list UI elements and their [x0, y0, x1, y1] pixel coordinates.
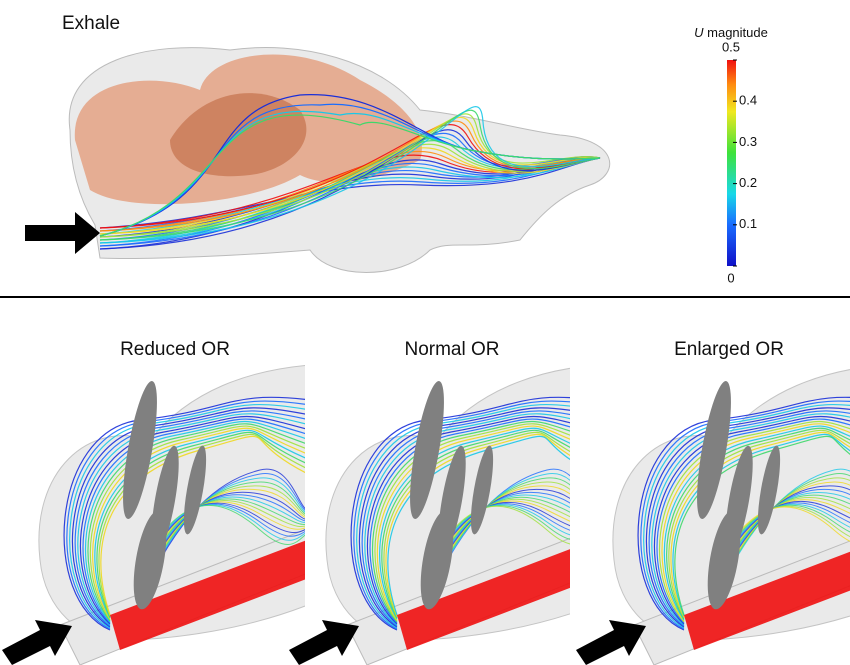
panel-title: Reduced OR — [120, 339, 230, 360]
colorbar-tick-label: 0.1 — [739, 216, 757, 231]
panel-title: Enlarged OR — [674, 339, 784, 360]
colorbar-tick-label: 0.3 — [739, 134, 757, 149]
colorbar-tick-label: 0.4 — [739, 93, 757, 108]
colorbar — [727, 60, 736, 266]
colorbar-label-text: magnitude — [707, 25, 768, 40]
render-panel — [613, 365, 850, 665]
flow-arrow — [576, 620, 646, 665]
colorbar-label: U magnitude — [694, 25, 768, 40]
flow-arrow — [25, 212, 100, 254]
panel-title: Normal OR — [404, 339, 499, 360]
flow-arrow — [2, 620, 72, 665]
flow-arrow — [289, 620, 359, 665]
render-panel — [39, 365, 340, 665]
colorbar-tick-label: 0.2 — [739, 175, 757, 190]
colorbar-tick-label: 0 — [727, 270, 734, 285]
panel-title: Exhale — [62, 13, 120, 34]
render-panel — [326, 365, 627, 665]
figure: Exhale U magnitude 0 0.1 0.2 0.3 0.4 0.5 Redu… — [0, 0, 850, 665]
colorbar-tick-label: 0.5 — [722, 39, 740, 54]
top-render — [25, 48, 610, 273]
